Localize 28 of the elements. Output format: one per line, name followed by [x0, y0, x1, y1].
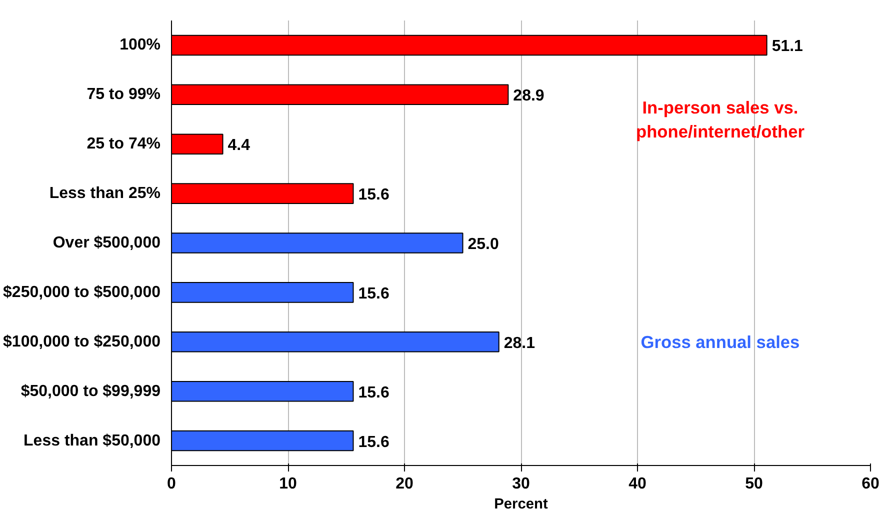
x-tick-label: 50 — [745, 476, 763, 492]
y-tick-label: Less than $50,000 — [24, 432, 161, 450]
data-label: 4.4 — [228, 137, 250, 154]
y-tick-label: $100,000 to $250,000 — [3, 333, 161, 350]
y-tick-label: 75 to 99% — [86, 86, 160, 104]
data-label: 15.6 — [358, 384, 390, 402]
y-tick-label: $250,000 to $500,000 — [3, 284, 161, 301]
x-tick-label: 60 — [862, 476, 880, 492]
data-label: 15.6 — [358, 186, 390, 204]
x-axis-title: Percent — [494, 496, 548, 512]
data-label: 15.6 — [358, 285, 390, 302]
data-label: 28.9 — [513, 88, 544, 105]
data-label: 51.1 — [772, 38, 804, 56]
y-tick-label: $50,000 to $99,999 — [20, 382, 161, 400]
text: In-person sales vs. phone/internet/other — [636, 97, 805, 142]
y-tick-label: Over $500,000 — [52, 234, 161, 252]
x-tick-label: 20 — [396, 476, 414, 492]
data-label: 28.1 — [504, 334, 536, 352]
x-tick-label: 40 — [628, 476, 646, 492]
x-tick-label: 30 — [512, 476, 530, 492]
data-label: 15.6 — [358, 434, 390, 451]
text: Gross annual sales — [640, 332, 800, 352]
y-tick-label: Less than 25% — [49, 185, 160, 202]
x-tick-label: 0 — [167, 476, 176, 492]
y-tick-label: 100% — [120, 36, 160, 54]
y-tick-label: 25 to 74% — [86, 136, 160, 153]
x-tick-label: 10 — [279, 476, 297, 492]
data-label: 25.0 — [468, 236, 499, 253]
